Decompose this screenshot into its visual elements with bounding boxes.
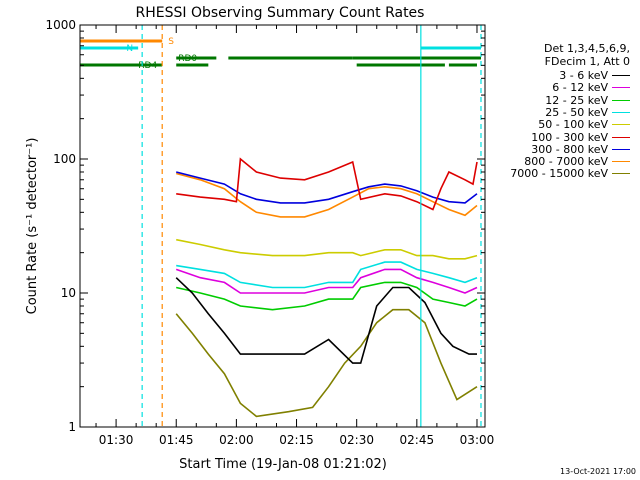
legend-item-4: 50 - 100 keV bbox=[538, 118, 630, 131]
legend-header-line-2: FDecim 1, Att 0 bbox=[544, 55, 630, 68]
legend-item-2: 12 - 25 keV bbox=[545, 94, 630, 107]
x-tick-label-3: 02:15 bbox=[279, 433, 314, 447]
status-bars-layer: S N RD0 RD4 bbox=[80, 37, 481, 71]
vertical-markers-layer bbox=[141, 25, 482, 427]
legend-label-7: 800 - 7000 keV bbox=[524, 155, 608, 169]
legend-swatch-6 bbox=[612, 148, 630, 150]
series-line-1 bbox=[175, 268, 478, 294]
legend-item-1: 6 - 12 keV bbox=[552, 81, 630, 94]
plot-frame bbox=[79, 24, 486, 428]
legend-swatch-1 bbox=[612, 87, 630, 89]
legend-swatch-8 bbox=[612, 173, 630, 175]
x-tick-label-4: 02:30 bbox=[339, 433, 374, 447]
legend-item-7: 800 - 7000 keV bbox=[524, 155, 630, 168]
x-tick-label-1: 01:45 bbox=[159, 433, 194, 447]
legend-item-8: 7000 - 15000 keV bbox=[510, 167, 630, 180]
y-axis-label: Count Rate (s⁻¹ detector⁻¹) bbox=[25, 138, 40, 315]
legend-label-4: 50 - 100 keV bbox=[538, 118, 608, 132]
legend-label-6: 300 - 800 keV bbox=[531, 142, 608, 156]
legend-item-0: 3 - 6 keV bbox=[559, 69, 630, 82]
legend-label-2: 12 - 25 keV bbox=[545, 93, 608, 107]
legend-swatch-3 bbox=[612, 111, 630, 113]
status-bar-label-n: N bbox=[126, 44, 133, 54]
status-bar-label-rd0: RD0 bbox=[178, 54, 197, 64]
series-line-0 bbox=[175, 277, 477, 364]
legend-item-5: 100 - 300 keV bbox=[531, 131, 630, 144]
y-tick-label-1: 10 bbox=[61, 286, 76, 300]
status-bar-label-rd4: RD4 bbox=[138, 61, 157, 71]
x-tick-label-5: 02:45 bbox=[400, 433, 435, 447]
series-line-4 bbox=[176, 238, 478, 260]
series-line-8 bbox=[175, 308, 478, 418]
y-tick-label-3: 1000 bbox=[45, 18, 76, 32]
series-line-3 bbox=[176, 261, 478, 289]
x-tick-label-6: 03:00 bbox=[460, 433, 495, 447]
x-tick-label-0: 01:30 bbox=[99, 433, 134, 447]
status-bar-label-s: S bbox=[168, 37, 174, 47]
axes-layer: 1 10 100 1000 01:30 01:45 02:00 02:15 02:30 02:45… bbox=[45, 18, 494, 447]
legend-header-line-1: Det 1,3,4,5,6,9, bbox=[543, 42, 630, 55]
legend-swatch-0 bbox=[612, 75, 630, 76]
legend-swatch-5 bbox=[612, 136, 630, 138]
legend-label-0: 3 - 6 keV bbox=[559, 69, 608, 82]
series-line-6 bbox=[176, 171, 478, 204]
legend-swatch-2 bbox=[612, 99, 630, 101]
legend-label-3: 25 - 50 keV bbox=[545, 105, 608, 119]
series-layer bbox=[175, 157, 478, 418]
series-line-5 bbox=[176, 157, 478, 211]
chart-title: RHESSI Observing Summary Count Rates bbox=[136, 5, 425, 21]
legend-label-1: 6 - 12 keV bbox=[552, 81, 608, 95]
y-tick-label-0: 1 bbox=[68, 420, 76, 434]
legend-label-5: 100 - 300 keV bbox=[531, 130, 608, 144]
x-axis-label: Start Time (19-Jan-08 01:21:02) bbox=[179, 457, 387, 472]
legend-swatch-7 bbox=[612, 161, 630, 163]
legend-item-3: 25 - 50 keV bbox=[545, 106, 630, 119]
y-tick-label-2: 100 bbox=[53, 152, 76, 166]
legend-item-6: 300 - 800 keV bbox=[531, 143, 630, 156]
x-tick-label-2: 02:00 bbox=[219, 433, 254, 447]
series-line-7 bbox=[175, 172, 478, 218]
legend-swatch-4 bbox=[612, 124, 630, 126]
legend-label-8: 7000 - 15000 keV bbox=[510, 167, 608, 181]
footer-stamp: 13-Oct-2021 17:00 bbox=[560, 467, 636, 476]
series-line-2 bbox=[176, 281, 478, 311]
